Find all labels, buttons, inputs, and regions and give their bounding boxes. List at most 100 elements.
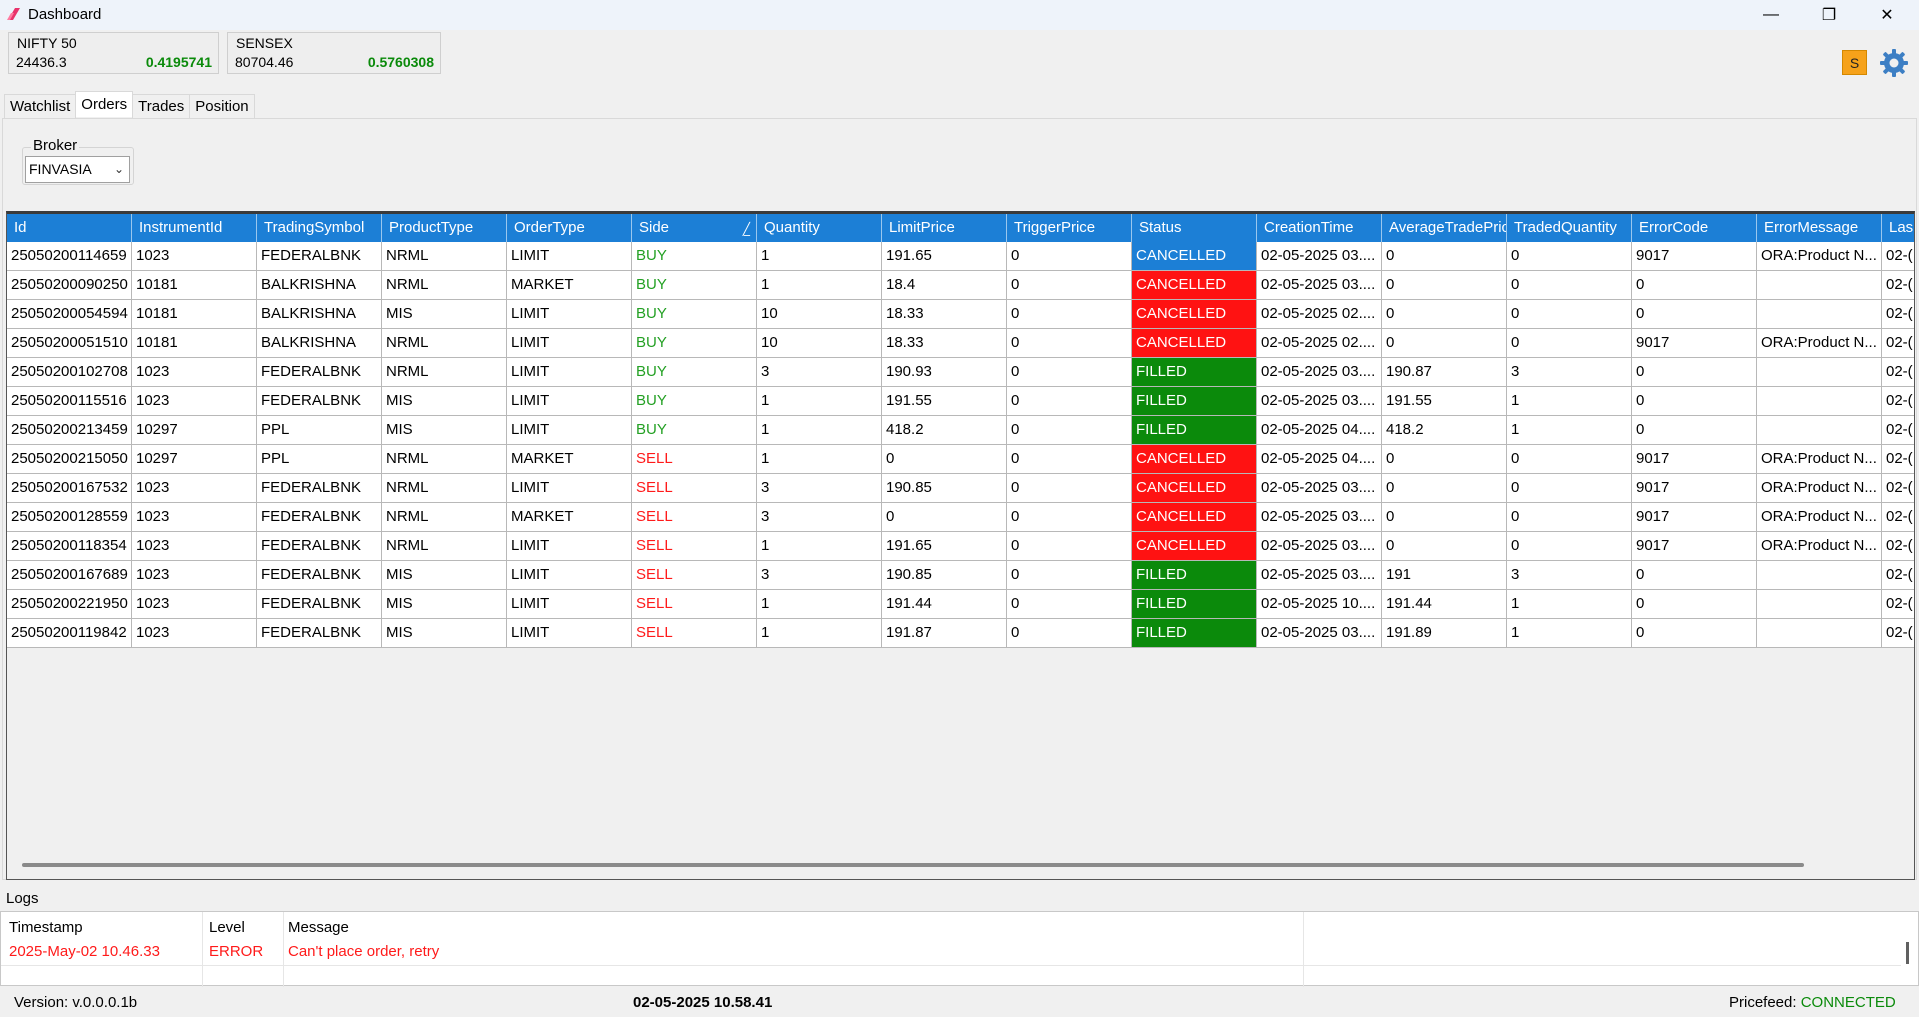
column-header-ordertype[interactable]: OrderType	[507, 214, 632, 242]
maximize-button[interactable]: ❐	[1800, 0, 1858, 30]
table-row[interactable]: 25050200215050 10297 PPL NRML MARKET SELL 1 0 0 C…	[7, 445, 1914, 474]
cell-errorcode: 0	[1632, 271, 1757, 299]
cell-averagetradepric: 0	[1382, 300, 1507, 328]
column-header-quantity[interactable]: Quantity	[757, 214, 882, 242]
cell-ordertype: LIMIT	[507, 242, 632, 270]
table-row[interactable]: 25050200114659 1023 FEDERALBNK NRML LIMIT BUY…	[7, 242, 1914, 271]
column-header-limitprice[interactable]: LimitPrice	[882, 214, 1007, 242]
cell-instrumentid: 1023	[132, 474, 257, 502]
cell-averagetradepric: 0	[1382, 445, 1507, 473]
cell-averagetradepric: 191	[1382, 561, 1507, 589]
orders-grid: Id InstrumentId TradingSymbol ProductType Or…	[6, 211, 1915, 880]
table-row[interactable]: 25050200213459 10297 PPL MIS LIMIT BUY 1 418.2 0…	[7, 416, 1914, 445]
cell-instrumentid: 1023	[132, 387, 257, 415]
table-row[interactable]: 25050200090250 10181 BALKRISHNA NRML MARKET B…	[7, 271, 1914, 300]
tab-position[interactable]: Position	[189, 94, 255, 118]
cell-instrumentid: 1023	[132, 561, 257, 589]
column-header-producttype[interactable]: ProductType	[382, 214, 507, 242]
cell-id: 25050200167689	[7, 561, 132, 589]
grid-body: 25050200114659 1023 FEDERALBNK NRML LIMIT BUY…	[7, 242, 1914, 648]
column-header-errormessage[interactable]: ErrorMessage	[1757, 214, 1882, 242]
cell-errormessage	[1757, 300, 1882, 328]
cell-producttype: MIS	[382, 416, 507, 444]
cell-tradedquantity: 0	[1507, 300, 1632, 328]
column-header-averagetradepric[interactable]: AverageTradePric	[1382, 214, 1507, 242]
cell-side: BUY	[632, 358, 757, 386]
cell-errormessage	[1757, 590, 1882, 618]
cell-averagetradepric: 191.89	[1382, 619, 1507, 647]
cell-ordertype: LIMIT	[507, 329, 632, 357]
table-row[interactable]: 25050200054594 10181 BALKRISHNA MIS LIMIT BUY…	[7, 300, 1914, 329]
title-bar: Dashboard — ❐ ✕	[0, 0, 1919, 30]
table-row[interactable]: 25050200221950 1023 FEDERALBNK MIS LIMIT SELL…	[7, 590, 1914, 619]
table-row[interactable]: 25050200167689 1023 FEDERALBNK MIS LIMIT SELL…	[7, 561, 1914, 590]
log-vertical-scrollbar[interactable]	[1906, 942, 1909, 964]
minimize-button[interactable]: —	[1742, 0, 1800, 30]
cell-errormessage: ORA:Product N...	[1757, 445, 1882, 473]
close-button[interactable]: ✕	[1858, 0, 1916, 30]
cell-ordertype: MARKET	[507, 445, 632, 473]
cell-instrumentid: 10181	[132, 300, 257, 328]
tab-trades[interactable]: Trades	[132, 94, 191, 118]
table-row[interactable]: 25050200167532 1023 FEDERALBNK NRML LIMIT SEL…	[7, 474, 1914, 503]
cell-creationtime: 02-05-2025 03....	[1257, 271, 1382, 299]
cell-tradedquantity: 1	[1507, 416, 1632, 444]
table-row[interactable]: 25050200102708 1023 FEDERALBNK NRML LIMIT BUY…	[7, 358, 1914, 387]
cell-averagetradepric: 0	[1382, 532, 1507, 560]
cell-las: 02-(	[1882, 503, 1914, 531]
log-col-message: Message Can't place order, retry	[284, 912, 1304, 987]
column-header-id[interactable]: Id	[7, 214, 132, 242]
column-header-las[interactable]: Las	[1882, 214, 1914, 242]
column-header-side[interactable]: Side ╱̲	[632, 214, 757, 242]
column-header-creationtime[interactable]: CreationTime	[1257, 214, 1382, 242]
cell-ordertype: LIMIT	[507, 561, 632, 589]
app-logo-icon	[7, 8, 20, 20]
column-header-tradingsymbol[interactable]: TradingSymbol	[257, 214, 382, 242]
cell-tradedquantity: 3	[1507, 358, 1632, 386]
cell-id: 25050200114659	[7, 242, 132, 270]
cell-errorcode: 0	[1632, 619, 1757, 647]
cell-errormessage: ORA:Product N...	[1757, 503, 1882, 531]
cell-ordertype: LIMIT	[507, 358, 632, 386]
cell-id: 25050200119842	[7, 619, 132, 647]
column-header-triggerprice[interactable]: TriggerPrice	[1007, 214, 1132, 242]
cell-limitprice: 0	[882, 503, 1007, 531]
horizontal-scrollbar[interactable]	[22, 863, 1804, 867]
cell-instrumentid: 1023	[132, 242, 257, 270]
table-row[interactable]: 25050200128559 1023 FEDERALBNK NRML MARKET SE…	[7, 503, 1914, 532]
column-header-label: InstrumentId	[139, 219, 223, 236]
cell-limitprice: 0	[882, 445, 1007, 473]
column-header-status[interactable]: Status	[1132, 214, 1257, 242]
cell-las: 02-(	[1882, 474, 1914, 502]
tab-watchlist[interactable]: Watchlist	[4, 94, 77, 118]
cell-producttype: MIS	[382, 387, 507, 415]
broker-select[interactable]: FINVASIA ⌄	[25, 156, 130, 183]
cell-errormessage: ORA:Product N...	[1757, 242, 1882, 270]
cell-tradedquantity: 0	[1507, 329, 1632, 357]
tab-orders[interactable]: Orders	[75, 91, 134, 117]
cell-las: 02-(	[1882, 590, 1914, 618]
column-header-errorcode[interactable]: ErrorCode	[1632, 214, 1757, 242]
table-row[interactable]: 25050200118354 1023 FEDERALBNK NRML LIMIT SEL…	[7, 532, 1914, 561]
index-name: NIFTY 50	[17, 35, 77, 51]
user-badge-button[interactable]: S	[1842, 50, 1867, 75]
cell-producttype: MIS	[382, 561, 507, 589]
log-header-message: Message	[288, 919, 349, 936]
cell-creationtime: 02-05-2025 03....	[1257, 503, 1382, 531]
column-header-instrumentid[interactable]: InstrumentId	[132, 214, 257, 242]
maximize-icon: ❐	[1821, 7, 1837, 24]
logs-label: Logs	[6, 890, 39, 907]
column-header-tradedquantity[interactable]: TradedQuantity	[1507, 214, 1632, 242]
cell-triggerprice: 0	[1007, 503, 1132, 531]
gear-icon[interactable]	[1879, 48, 1909, 78]
cell-side: SELL	[632, 474, 757, 502]
table-row[interactable]: 25050200115516 1023 FEDERALBNK MIS LIMIT BUY 1…	[7, 387, 1914, 416]
table-row[interactable]: 25050200051510 10181 BALKRISHNA NRML LIMIT BU…	[7, 329, 1914, 358]
cell-id: 25050200115516	[7, 387, 132, 415]
table-row[interactable]: 25050200119842 1023 FEDERALBNK MIS LIMIT SELL…	[7, 619, 1914, 648]
minimize-icon: —	[1763, 6, 1779, 23]
cell-errorcode: 9017	[1632, 532, 1757, 560]
cell-errormessage	[1757, 619, 1882, 647]
cell-triggerprice: 0	[1007, 532, 1132, 560]
cell-limitprice: 190.93	[882, 358, 1007, 386]
